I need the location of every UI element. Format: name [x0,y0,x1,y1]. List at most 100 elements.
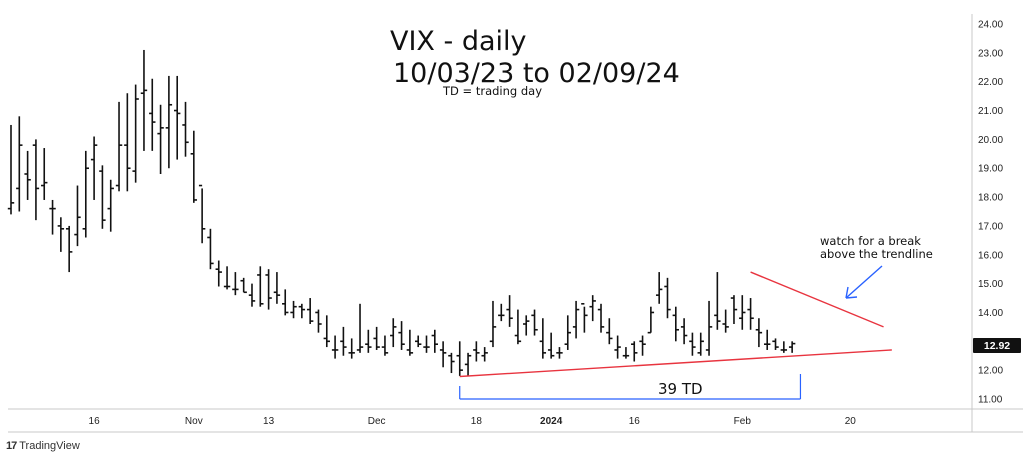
ohlc-bar [423,335,430,353]
y-tick-label: 15.00 [978,279,1003,290]
ohlc-bar [722,309,729,333]
ohlc-bar [714,272,721,330]
ohlc-bar [406,329,414,356]
ohlc-bar [489,300,497,348]
ohlc-bar [689,332,696,356]
ohlc-bar [398,321,405,350]
ohlc-bar [664,277,671,319]
ohlc-bar [481,347,488,362]
ohlc-bar [705,300,713,356]
ohlc-bar [597,303,605,333]
ohlc-bar [531,309,538,336]
ohlc-bar [41,148,48,200]
x-tick-label: 16 [629,416,641,427]
ohlc-bar [414,335,422,348]
ohlc-bar [390,318,397,348]
y-tick-label: 21.00 [978,106,1003,117]
chart-title: VIX - daily [390,26,527,57]
ohlc-bar [240,277,247,294]
ohlc-bar [223,266,231,290]
ohlc-bar [298,303,306,319]
y-tick-label: 19.00 [978,164,1003,175]
ohlc-bar [174,75,181,160]
ohlc-bar [331,335,339,359]
annotation-arrow-icon [845,265,883,299]
ohlc-bar [16,116,23,212]
trendline-support [459,349,892,378]
ohlc-bar [523,315,530,336]
ohlc-bar [24,150,31,200]
ohlc-bars [7,49,796,376]
ohlc-bar [190,130,198,203]
ohlc-bar [581,303,588,333]
ohlc-bar [74,185,81,247]
ohlc-bar [589,295,596,322]
ohlc-bar [149,78,156,151]
y-tick-label: 24.00 [978,20,1003,31]
y-tick-label: 22.00 [978,77,1003,88]
ohlc-bar [165,75,173,169]
ohlc-bar [622,347,630,359]
ohlc-bar [631,341,638,362]
trendlines [459,271,892,378]
ohlc-bar [198,184,206,244]
ohlc-bar [672,306,679,342]
ohlc-bar [780,341,788,353]
y-tick-label: 20.00 [978,135,1003,146]
ohlc-bar [556,347,563,359]
ohlc-bar [439,341,447,368]
ohlc-bar [365,329,372,353]
ohlc-bar [539,318,547,359]
x-tick-label: 13 [263,416,275,427]
ohlc-bar [348,338,355,359]
ohlc-bar [456,341,463,376]
ohlc-bar [273,272,281,304]
ohlc-bar [506,295,513,327]
ohlc-bar [639,335,646,356]
ohlc-bar [680,318,688,345]
annotation-line-1: watch for a break [820,234,921,248]
ohlc-bar [232,272,239,296]
y-tick-label: 18.00 [978,193,1003,204]
ohlc-bar [282,289,289,316]
ohlc-bar [107,179,114,232]
ohlc-bar [755,318,763,348]
last-price-label: 12.92 [984,340,1010,352]
y-tick-label: 17.00 [978,221,1003,232]
ohlc-bar [739,295,746,330]
ohlc-bar [572,300,580,339]
ohlc-bar [124,93,131,192]
ohlc-bar [306,298,314,324]
ohlc-bar [82,150,89,238]
ohlc-bar [182,101,189,157]
ohlc-bar [772,338,779,350]
y-tick-label: 12.00 [978,366,1003,377]
ohlc-bar [140,49,148,151]
ohlc-bar [340,326,347,356]
ohlc-bar [764,329,771,350]
last-price-badge: 12.92 [973,338,1021,353]
ohlc-bar [464,352,472,376]
ohlc-bar [730,295,738,324]
ohlc-bar [323,315,330,348]
ohlc-bar [65,225,73,273]
time-axis: 16 Nov 13 Dec 18 2024 16 Feb 20 [89,416,857,427]
plot-frame [8,14,1023,433]
x-tick-label: 18 [471,416,483,427]
ohlc-bar [788,341,796,353]
ohlc-bar [647,306,655,334]
y-tick-label: 11.00 [978,395,1003,406]
y-tick-label: 23.00 [978,48,1003,59]
ohlc-bar [448,352,455,374]
x-tick-label: Feb [734,416,752,427]
ohlc-bar [655,272,663,304]
chart-note: TD = trading day [442,84,542,98]
ohlc-bar [32,139,40,221]
ohlc-bar [7,124,15,215]
ohlc-bar [115,101,123,192]
x-tick-label: Dec [368,416,386,427]
ohlc-bar [248,283,256,307]
ohlc-bar [90,136,98,200]
ohlc-bar [514,309,522,345]
